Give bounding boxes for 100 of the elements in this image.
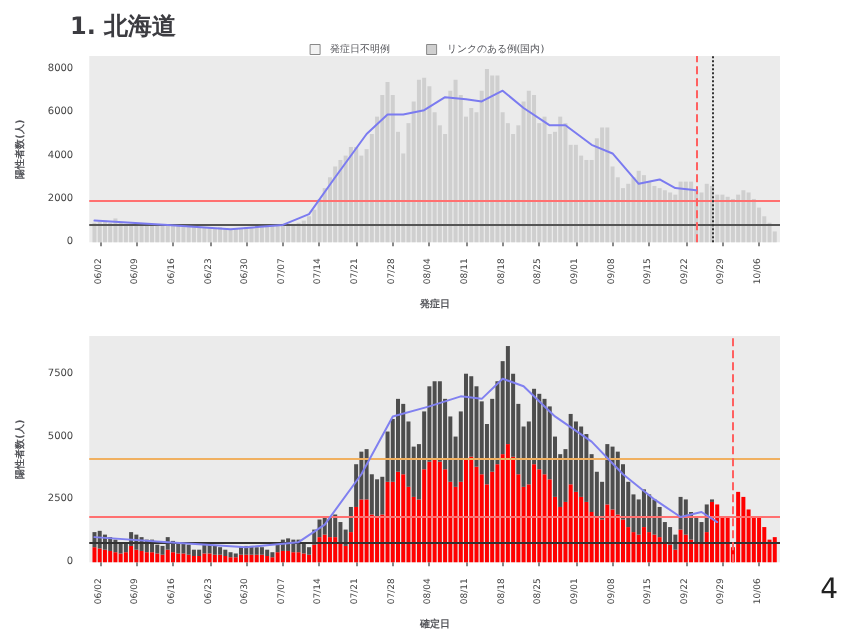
bar [228,552,233,558]
bar [631,532,636,563]
bar [144,552,149,563]
bar [181,543,186,554]
bar [307,547,312,555]
bar [652,499,657,535]
bar [223,555,228,563]
bar [354,506,359,563]
bar [395,471,400,563]
bar [741,496,746,563]
bar [594,517,599,563]
bar [270,557,275,563]
bar [97,548,102,563]
bar [108,550,113,563]
bar [584,501,589,563]
bar [537,469,542,563]
bar [291,552,296,563]
bar [464,459,469,563]
bar [668,544,673,563]
bar [275,552,280,563]
bar [333,537,338,563]
bar [113,552,118,563]
bar [186,554,191,563]
bar [385,481,390,563]
bar [160,554,165,563]
bar [704,183,709,243]
bar [239,554,244,563]
bar [102,549,107,563]
bar [490,471,495,563]
bar [181,553,186,563]
bar [275,224,280,243]
bar [375,479,380,518]
bar [170,552,175,563]
bar [139,550,144,563]
bar [715,194,720,243]
bar [772,537,777,563]
bar [212,228,217,243]
bar [254,547,259,555]
bar [364,499,369,563]
bar [605,504,610,563]
bar [239,228,244,243]
bar [129,545,134,563]
bar [641,527,646,563]
bar [678,529,683,563]
bar [432,381,437,460]
bar [694,517,699,543]
text: 4 [820,574,839,606]
bar [678,496,683,530]
bar [280,550,285,563]
bar [155,553,160,563]
bar [427,461,432,563]
bar [709,501,714,563]
bar [249,554,254,563]
bar [427,386,432,462]
bar [432,459,437,563]
bar [338,522,343,543]
bar [212,554,217,563]
bar [160,545,165,555]
bar [621,519,626,563]
bar [118,543,123,554]
bar [207,553,212,563]
bar [218,547,223,555]
bar [579,496,584,563]
bar [134,549,139,563]
bar [207,228,212,243]
bar [165,224,170,243]
bar [327,537,332,563]
bar [191,549,196,556]
bar [573,491,578,563]
bar [301,543,306,554]
bar [186,544,191,555]
bar [301,553,306,563]
bar [176,553,181,563]
bar [453,486,458,563]
bar [118,553,123,563]
bar [537,393,542,470]
bar [479,474,484,563]
bar [375,517,380,563]
bar [191,555,196,563]
bar [265,555,270,563]
bar [296,552,301,563]
bar [197,555,202,563]
bar [317,537,322,563]
bar [202,227,207,243]
chart-title: 1. 北海道 [70,12,179,40]
bar [736,491,741,563]
bar [228,557,233,563]
bar [286,224,291,243]
bar [312,544,317,563]
bar [610,509,615,563]
bar [579,426,584,497]
bar [259,547,264,555]
line-series [93,377,719,549]
bar [437,381,442,462]
bar [573,421,578,492]
bar [547,479,552,563]
bar [212,545,217,555]
bar [662,542,667,563]
bar [270,552,275,558]
bar [699,192,704,243]
